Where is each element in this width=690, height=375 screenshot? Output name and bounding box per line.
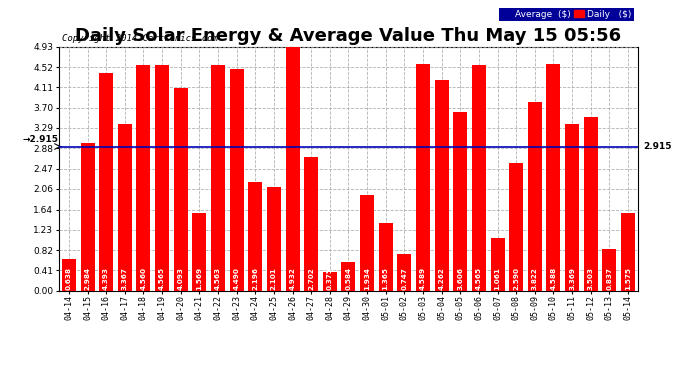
- Bar: [304, 157, 318, 291]
- Bar: [397, 254, 411, 291]
- Text: 4.560: 4.560: [141, 267, 146, 290]
- Text: 4.932: 4.932: [290, 267, 295, 290]
- Text: 0.375: 0.375: [327, 267, 333, 290]
- Bar: [137, 65, 150, 291]
- Text: 3.503: 3.503: [588, 267, 593, 290]
- Text: 1.934: 1.934: [364, 267, 370, 290]
- Text: →2.915: →2.915: [23, 135, 59, 144]
- Bar: [491, 238, 504, 291]
- Text: 2.984: 2.984: [85, 267, 90, 290]
- Text: 4.588: 4.588: [551, 267, 556, 290]
- Text: 4.565: 4.565: [476, 267, 482, 290]
- Bar: [360, 195, 374, 291]
- Bar: [81, 143, 95, 291]
- Bar: [286, 47, 299, 291]
- Text: 1.365: 1.365: [383, 267, 388, 290]
- Text: 4.589: 4.589: [420, 267, 426, 290]
- Text: 4.563: 4.563: [215, 267, 221, 290]
- Bar: [155, 65, 169, 291]
- Text: 1.575: 1.575: [625, 267, 631, 290]
- Bar: [435, 80, 448, 291]
- Bar: [565, 124, 579, 291]
- Text: 0.584: 0.584: [346, 267, 351, 290]
- Bar: [602, 249, 616, 291]
- Bar: [453, 112, 467, 291]
- Bar: [379, 223, 393, 291]
- Text: 4.262: 4.262: [439, 267, 444, 290]
- Bar: [193, 213, 206, 291]
- Text: 0.837: 0.837: [607, 267, 612, 290]
- Bar: [584, 117, 598, 291]
- Text: 3.369: 3.369: [569, 267, 575, 290]
- Bar: [99, 74, 113, 291]
- Bar: [342, 262, 355, 291]
- Bar: [211, 65, 225, 291]
- Bar: [509, 163, 523, 291]
- Bar: [62, 259, 76, 291]
- Bar: [416, 64, 430, 291]
- Text: 3.822: 3.822: [532, 267, 538, 290]
- Text: 2.702: 2.702: [308, 267, 314, 290]
- Text: 0.747: 0.747: [402, 267, 407, 290]
- Text: 4.565: 4.565: [159, 267, 165, 290]
- Bar: [323, 272, 337, 291]
- Title: Daily Solar Energy & Average Value Thu May 15 05:56: Daily Solar Energy & Average Value Thu M…: [75, 27, 622, 45]
- Text: 4.093: 4.093: [178, 267, 184, 290]
- Bar: [248, 182, 262, 291]
- Text: 2.101: 2.101: [271, 267, 277, 290]
- Text: 1.569: 1.569: [197, 267, 202, 290]
- Text: 3.367: 3.367: [122, 267, 128, 290]
- Bar: [230, 69, 244, 291]
- Bar: [546, 64, 560, 291]
- Bar: [528, 102, 542, 291]
- Text: 2.590: 2.590: [513, 267, 519, 290]
- Bar: [621, 213, 635, 291]
- Legend: Average  ($), Daily   ($): Average ($), Daily ($): [500, 8, 633, 21]
- Text: Copyright 2014 Cartronics.com: Copyright 2014 Cartronics.com: [62, 34, 218, 43]
- Bar: [472, 65, 486, 291]
- Text: 0.638: 0.638: [66, 267, 72, 290]
- Text: 3.606: 3.606: [457, 267, 463, 290]
- Text: 2.196: 2.196: [253, 267, 258, 290]
- Text: 4.490: 4.490: [234, 267, 239, 290]
- Bar: [118, 124, 132, 291]
- Text: 4.393: 4.393: [104, 267, 109, 290]
- Bar: [174, 88, 188, 291]
- Text: 2.915: 2.915: [643, 142, 671, 151]
- Bar: [267, 187, 281, 291]
- Text: 1.061: 1.061: [495, 267, 500, 290]
